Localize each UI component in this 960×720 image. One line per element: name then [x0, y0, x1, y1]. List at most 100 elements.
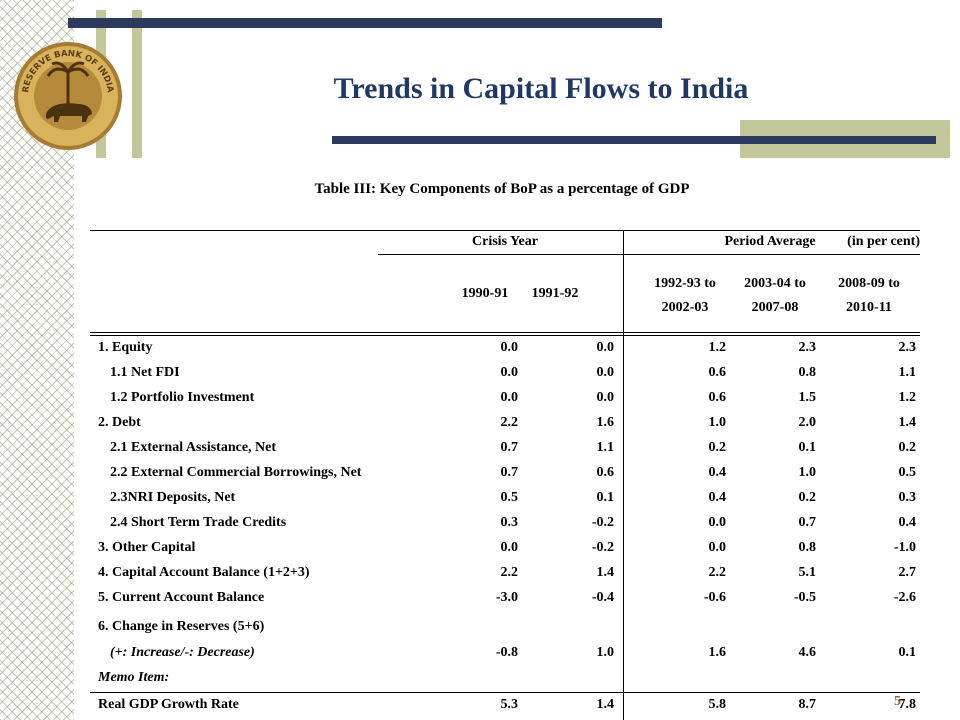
table-unit: (in per cent) — [847, 234, 920, 249]
cell: 0.1 — [798, 440, 817, 455]
table-row: 5. Current Account Balance -3.0 -0.4 -0.… — [90, 586, 920, 610]
table-row: 2.1 External Assistance, Net 0.7 1.1 0.2… — [90, 436, 920, 460]
cell: 0.6 — [708, 365, 727, 380]
cell: 1.1 — [898, 365, 917, 380]
cell: -0.2 — [591, 540, 614, 555]
cell: 2.0 — [798, 415, 817, 430]
cell: 0.3 — [500, 515, 519, 530]
table-row: 2.4 Short Term Trade Credits 0.3 -0.2 0.… — [90, 511, 920, 535]
col-header-1992-93: 1992-93 to — [654, 276, 716, 291]
table-row: Real GDP Growth Rate 5.3 1.4 5.8 8.7 7.8 — [90, 693, 920, 717]
row-label: 3. Other Capital — [98, 540, 196, 555]
cell: -3.0 — [495, 590, 518, 605]
cell: 0.0 — [708, 515, 727, 530]
cell: 0.3 — [898, 490, 917, 505]
col-header-2002-03: 2002-03 — [661, 300, 709, 315]
cell: 0.0 — [596, 365, 615, 380]
cell: 0.0 — [708, 540, 727, 555]
table-caption: Table III: Key Components of BoP as a pe… — [314, 181, 690, 197]
cell: 5.3 — [500, 697, 519, 712]
cell: 0.4 — [708, 490, 727, 505]
bop-table: Crisis Year Period Average 1990-91 1991-… — [90, 230, 920, 720]
cell: 1.4 — [596, 565, 615, 580]
cell: 0.5 — [500, 490, 519, 505]
table-row: 6. Change in Reserves (5+6) — [90, 615, 920, 639]
cell: 5.1 — [798, 565, 817, 580]
top-rule — [68, 18, 662, 28]
cell: 2.2 — [500, 565, 519, 580]
cell: 1.4 — [898, 415, 917, 430]
row-label: 5. Current Account Balance — [98, 590, 265, 605]
row-label: 1.1 Net FDI — [110, 365, 180, 380]
cell: 1.4 — [596, 697, 615, 712]
cell: 1.6 — [596, 415, 615, 430]
cell: 0.6 — [708, 390, 727, 405]
col-header-2003-04: 2003-04 to — [744, 276, 806, 291]
table-row: 2.2 External Commercial Borrowings, Net … — [90, 461, 920, 485]
cell: -0.5 — [793, 590, 816, 605]
row-label: 1. Equity — [98, 340, 153, 355]
cell: 0.0 — [500, 340, 519, 355]
cell: 1.0 — [708, 415, 727, 430]
cell: 1.2 — [708, 340, 727, 355]
page-title: Trends in Capital Flows to India — [333, 72, 749, 105]
cell: 0.0 — [500, 390, 519, 405]
rbi-seal-logo: RESERVE BANK OF INDIA — [14, 42, 122, 150]
cell: -0.6 — [703, 590, 726, 605]
row-label: 2.4 Short Term Trade Credits — [110, 515, 287, 530]
title-rule — [332, 136, 936, 144]
table-row: 3. Other Capital 0.0 -0.2 0.0 0.8 -1.0 — [90, 536, 920, 560]
page-number: 5 — [894, 694, 901, 709]
cell: 0.8 — [798, 365, 817, 380]
cell: 1.5 — [798, 390, 817, 405]
cell: 4.6 — [798, 645, 817, 660]
cell: 2.2 — [708, 565, 727, 580]
cell: 1.6 — [708, 645, 727, 660]
cell: 1.2 — [898, 390, 917, 405]
cell: 2.2 — [500, 415, 519, 430]
row-label: Memo Item: — [98, 670, 170, 685]
cell: 1.1 — [596, 440, 615, 455]
group-header-period-average: Period Average — [724, 234, 816, 249]
cell: 8.7 — [798, 697, 817, 712]
table-row: 2.3NRI Deposits, Net 0.5 0.1 0.4 0.2 0.3 — [90, 486, 920, 510]
table-row: 1.1 Net FDI 0.0 0.0 0.6 0.8 1.1 — [90, 361, 920, 385]
col-header-2010-11: 2010-11 — [846, 300, 892, 315]
cell: 0.5 — [898, 465, 917, 480]
row-label: 4. Capital Account Balance (1+2+3) — [98, 565, 310, 580]
cell: 0.0 — [596, 390, 615, 405]
table-row: 2. Debt 2.2 1.6 1.0 2.0 1.4 — [90, 411, 920, 435]
cell: 0.8 — [798, 540, 817, 555]
cell: 0.1 — [596, 490, 615, 505]
cell: 0.0 — [500, 540, 519, 555]
cell: -1.0 — [893, 540, 916, 555]
cell: 1.0 — [798, 465, 817, 480]
cell: -0.8 — [495, 645, 518, 660]
cell: 2.7 — [898, 565, 917, 580]
table-row: 1. Equity 0.0 0.0 1.2 2.3 2.3 — [90, 336, 920, 360]
table-row: (+: Increase/-: Decrease) -0.8 1.0 1.6 4… — [90, 641, 920, 665]
col-header-2008-09: 2008-09 to — [838, 276, 900, 291]
col-header-1991-92: 1991-92 — [531, 286, 579, 301]
cell: 2.3 — [898, 340, 917, 355]
col-header-1990-91: 1990-91 — [461, 286, 509, 301]
col-header-2007-08: 2007-08 — [751, 300, 799, 315]
cell: 0.2 — [708, 440, 727, 455]
cell: 7.8 — [898, 697, 917, 712]
cell: 2.3 — [798, 340, 817, 355]
row-label: Real GDP Growth Rate — [98, 697, 239, 712]
table-row: 1.2 Portfolio Investment 0.0 0.0 0.6 1.5… — [90, 386, 920, 410]
row-label: 2.2 External Commercial Borrowings, Net — [110, 465, 362, 480]
row-label: 2. Debt — [98, 415, 141, 430]
cell: 0.2 — [898, 440, 917, 455]
row-label: (+: Increase/-: Decrease) — [110, 645, 255, 660]
cell: 0.6 — [596, 465, 615, 480]
cell: 0.0 — [596, 340, 615, 355]
row-label: 2.3NRI Deposits, Net — [110, 490, 236, 505]
row-label: 1.2 Portfolio Investment — [110, 390, 255, 405]
cell: 0.2 — [798, 490, 817, 505]
cell: -0.4 — [591, 590, 614, 605]
cell: 0.7 — [500, 465, 519, 480]
cell: 0.4 — [708, 465, 727, 480]
cell: 0.1 — [898, 645, 917, 660]
